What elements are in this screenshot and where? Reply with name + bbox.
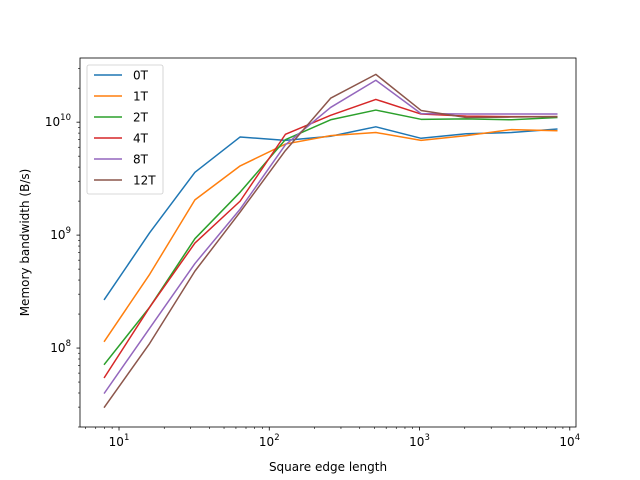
x-tick-label: 101 <box>109 433 130 449</box>
y-axis-label: Memory bandwidth (B/s) <box>18 169 32 317</box>
legend-label-0T: 0T <box>133 69 149 83</box>
series-line-4T <box>103 98 558 379</box>
legend-label-2T: 2T <box>133 111 149 125</box>
x-axis-label: Square edge length <box>269 460 387 474</box>
series-line-2T <box>103 109 558 366</box>
legend-label-4T: 4T <box>133 132 149 146</box>
x-tick-label: 102 <box>259 433 280 449</box>
legend-label-1T: 1T <box>133 90 149 104</box>
ticks-layer: 101 102 103 104 108 109 1010 <box>45 67 580 449</box>
series-line-1T <box>103 128 558 343</box>
plot-frame <box>79 57 577 428</box>
series-line-12T <box>103 73 558 409</box>
y-tick-label: 1010 <box>45 113 71 129</box>
x-tick-label: 103 <box>409 433 430 449</box>
legend: 0T 1T 2T 4T 8T 12T <box>86 64 164 195</box>
legend-label-12T: 12T <box>133 174 156 188</box>
legend-label-8T: 8T <box>133 153 149 167</box>
legend-box <box>86 64 164 195</box>
series-layer <box>103 73 558 409</box>
y-tick-label: 108 <box>50 339 71 355</box>
x-tick-label: 104 <box>559 433 580 449</box>
series-line-8T <box>103 79 558 395</box>
y-tick-label: 109 <box>50 226 71 242</box>
